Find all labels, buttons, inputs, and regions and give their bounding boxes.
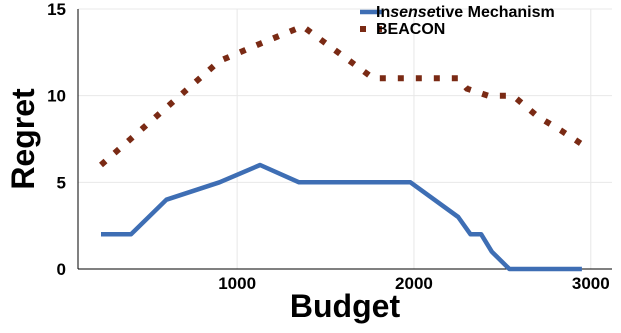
y-tick-label: 0 bbox=[57, 260, 66, 279]
y-tick-label: 15 bbox=[47, 0, 66, 19]
grid bbox=[78, 8, 612, 270]
y-tick-label: 10 bbox=[47, 87, 66, 106]
legend-label: Insensetive Mechanism bbox=[376, 4, 555, 21]
series-layer bbox=[99, 22, 584, 272]
legend-label: BEACON bbox=[376, 21, 445, 38]
x-tick-label: 1000 bbox=[218, 274, 256, 293]
x-axis-title: Budget bbox=[290, 288, 401, 324]
x-tick-label: 2000 bbox=[395, 274, 433, 293]
y-axis-title: Regret bbox=[5, 88, 41, 190]
y-tick-label: 5 bbox=[57, 173, 66, 192]
axes bbox=[77, 9, 612, 270]
series-line-insensitive-mechanism bbox=[101, 162, 582, 272]
tick-labels: 0 5 10 15 1000 2000 3000 bbox=[47, 0, 610, 293]
x-tick-label: 3000 bbox=[572, 274, 610, 293]
